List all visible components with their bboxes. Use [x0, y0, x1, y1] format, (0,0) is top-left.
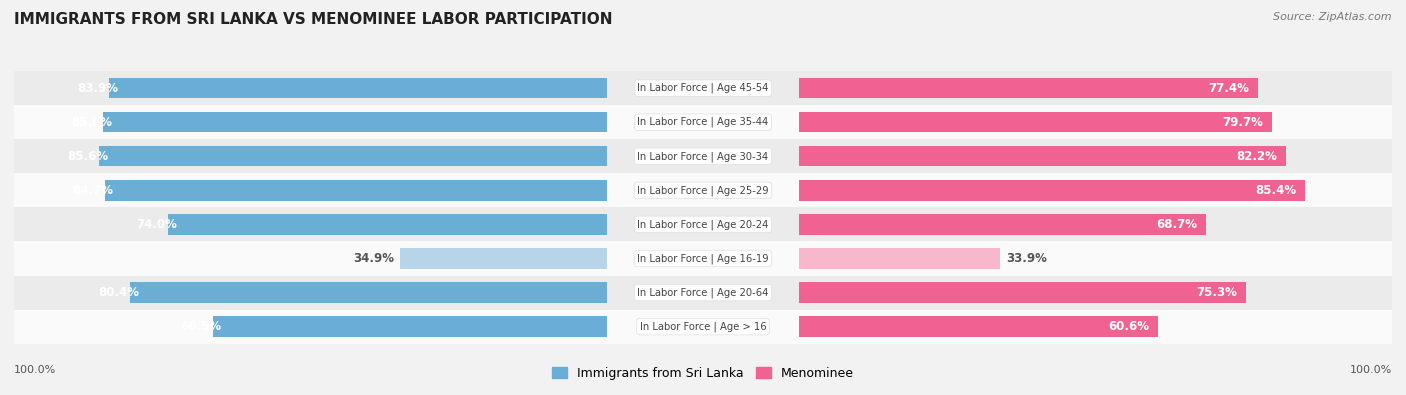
Bar [0, 276, 1406, 310]
Text: Source: ZipAtlas.com: Source: ZipAtlas.com [1274, 12, 1392, 22]
Text: 82.2%: 82.2% [1237, 150, 1278, 163]
Bar [0, 207, 1406, 241]
Text: 85.0%: 85.0% [70, 116, 112, 129]
Bar [0, 207, 1406, 241]
Text: 33.9%: 33.9% [1007, 252, 1047, 265]
Bar [0, 276, 1406, 310]
Text: 80.4%: 80.4% [98, 286, 139, 299]
Text: 85.4%: 85.4% [1256, 184, 1296, 197]
Bar [0, 173, 1406, 207]
Text: 100.0%: 100.0% [1350, 365, 1392, 375]
Text: In Labor Force | Age 25-29: In Labor Force | Age 25-29 [637, 185, 769, 196]
Bar [0, 310, 1406, 344]
Bar [104, 180, 606, 201]
Bar [110, 78, 606, 98]
Bar [0, 139, 1406, 173]
Bar [0, 241, 1406, 276]
Bar [0, 310, 1406, 344]
Bar [0, 105, 1406, 139]
Text: 66.5%: 66.5% [180, 320, 221, 333]
Bar [0, 241, 1406, 276]
Bar [0, 139, 1406, 173]
Bar [800, 146, 1286, 167]
Text: 74.0%: 74.0% [136, 218, 177, 231]
Bar [0, 276, 1406, 310]
Legend: Immigrants from Sri Lanka, Menominee: Immigrants from Sri Lanka, Menominee [547, 362, 859, 385]
Bar [103, 112, 606, 132]
Text: 79.7%: 79.7% [1222, 116, 1263, 129]
Bar [0, 173, 1406, 207]
Bar [800, 316, 1159, 337]
Bar [0, 207, 1406, 241]
Bar [800, 78, 1258, 98]
Text: In Labor Force | Age 45-54: In Labor Force | Age 45-54 [637, 83, 769, 93]
Text: 85.6%: 85.6% [67, 150, 108, 163]
Bar [399, 248, 606, 269]
Text: 68.7%: 68.7% [1157, 218, 1198, 231]
Text: 34.9%: 34.9% [353, 252, 394, 265]
Bar [800, 214, 1206, 235]
Text: In Labor Force | Age 35-44: In Labor Force | Age 35-44 [637, 117, 769, 128]
Text: 84.7%: 84.7% [73, 184, 114, 197]
Bar [169, 214, 606, 235]
Bar [800, 282, 1246, 303]
Bar [131, 282, 606, 303]
Bar [0, 173, 1406, 207]
Bar [0, 105, 1406, 139]
Text: In Labor Force | Age 16-19: In Labor Force | Age 16-19 [637, 253, 769, 264]
Bar [100, 146, 606, 167]
Text: In Labor Force | Age 30-34: In Labor Force | Age 30-34 [637, 151, 769, 162]
Bar [800, 248, 1000, 269]
Text: IMMIGRANTS FROM SRI LANKA VS MENOMINEE LABOR PARTICIPATION: IMMIGRANTS FROM SRI LANKA VS MENOMINEE L… [14, 12, 613, 27]
Bar [0, 105, 1406, 139]
Bar [0, 71, 1406, 105]
Bar [800, 112, 1271, 132]
Text: 77.4%: 77.4% [1208, 82, 1249, 95]
Bar [0, 71, 1406, 105]
Text: In Labor Force | Age > 16: In Labor Force | Age > 16 [640, 322, 766, 332]
Text: 100.0%: 100.0% [14, 365, 56, 375]
Bar [212, 316, 606, 337]
Text: 60.6%: 60.6% [1108, 320, 1150, 333]
Text: In Labor Force | Age 20-64: In Labor Force | Age 20-64 [637, 287, 769, 298]
Text: 75.3%: 75.3% [1197, 286, 1237, 299]
Bar [0, 139, 1406, 173]
Text: In Labor Force | Age 20-24: In Labor Force | Age 20-24 [637, 219, 769, 229]
Bar [0, 241, 1406, 276]
Bar [0, 71, 1406, 105]
Bar [800, 180, 1305, 201]
Bar [0, 310, 1406, 344]
Text: 83.9%: 83.9% [77, 82, 118, 95]
